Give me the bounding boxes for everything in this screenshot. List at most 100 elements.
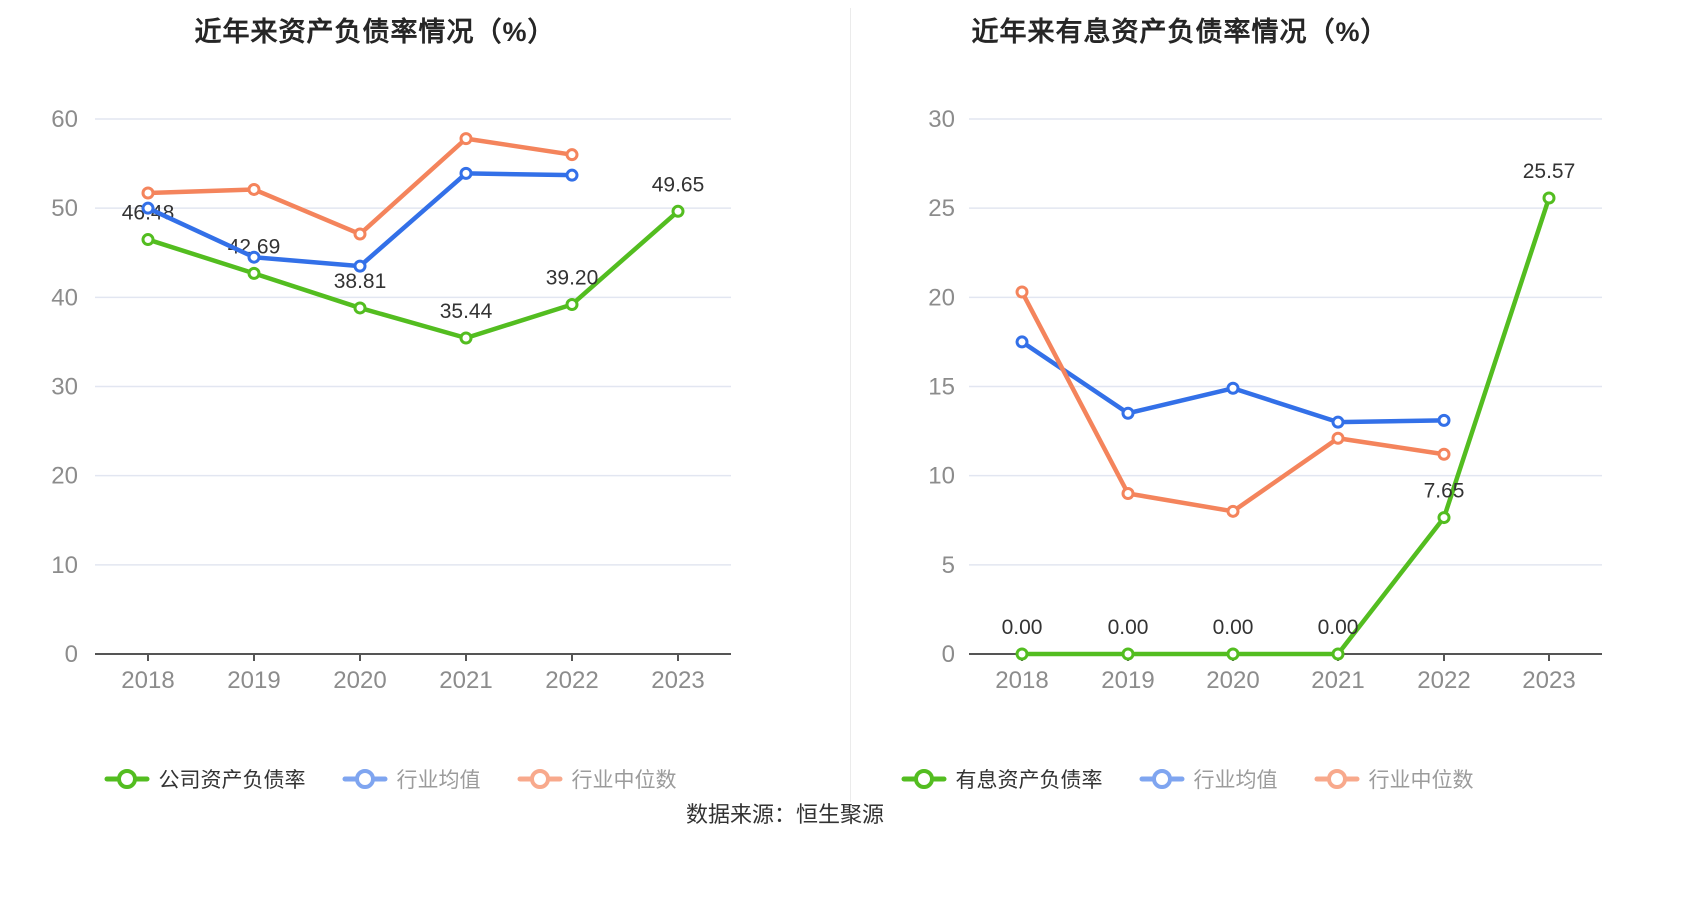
data-label: 49.65 bbox=[652, 173, 705, 196]
data-point-marker bbox=[353, 259, 367, 273]
y-tick-label: 40 bbox=[51, 284, 78, 311]
chart-title: 近年来有息资产负债率情况（%） bbox=[971, 17, 1389, 47]
data-point-marker bbox=[353, 301, 367, 315]
data-point-marker bbox=[671, 204, 685, 218]
series-1 bbox=[1015, 335, 1451, 429]
data-point-marker bbox=[1121, 406, 1135, 420]
grid-lines bbox=[969, 118, 1602, 566]
y-tick-label: 0 bbox=[942, 641, 955, 668]
y-tick-label: 15 bbox=[928, 374, 955, 401]
x-tick-label: 2022 bbox=[545, 667, 598, 694]
legend-item-2[interactable]: 行业中位数 bbox=[1314, 764, 1474, 794]
series-line bbox=[1019, 289, 1447, 514]
y-tick-label: 25 bbox=[928, 195, 955, 222]
y-tick-label: 20 bbox=[928, 284, 955, 311]
data-point-marker bbox=[565, 148, 579, 162]
y-tick-label: 50 bbox=[51, 195, 78, 222]
line-series-legend-icon bbox=[517, 769, 562, 789]
series-data-labels: 0.00 0.00 0.00 0.00 7.65 25.57 bbox=[1002, 160, 1576, 639]
legend-item-label: 有息资产负债率 bbox=[955, 769, 1103, 792]
y-tick-label: 30 bbox=[51, 374, 78, 401]
legend-item-0[interactable]: 公司资产负债率 bbox=[104, 764, 306, 794]
data-point-marker bbox=[1437, 447, 1451, 461]
y-tick-label: 20 bbox=[51, 463, 78, 490]
data-label: 0.00 bbox=[1108, 616, 1149, 639]
series-1 bbox=[141, 166, 579, 273]
data-point-marker bbox=[1331, 431, 1345, 445]
data-point-marker bbox=[247, 250, 261, 264]
chart-panel-right: 近年来有息资产负债率情况（%） 0 5 10 15 20 25 30 2018 2019 2020… bbox=[850, 0, 1700, 830]
y-axis-labels: 0 5 10 15 20 25 30 bbox=[928, 106, 955, 668]
series-line bbox=[145, 209, 681, 341]
data-label: 39.20 bbox=[546, 266, 599, 289]
y-tick-label: 0 bbox=[65, 641, 78, 668]
chart-title: 近年来资产负债率情况（%） bbox=[194, 17, 556, 47]
x-tick-label: 2020 bbox=[333, 667, 386, 694]
panel-divider bbox=[850, 8, 851, 802]
data-point-marker bbox=[459, 132, 473, 146]
y-tick-label: 60 bbox=[51, 106, 78, 133]
x-tick-label: 2019 bbox=[227, 667, 280, 694]
series-2 bbox=[141, 132, 579, 241]
x-tick-label: 2023 bbox=[1522, 667, 1575, 694]
legend-item-label: 行业中位数 bbox=[1368, 769, 1474, 792]
data-point-marker bbox=[459, 166, 473, 180]
chart-legend: 有息资产负债率 行业均值 行业中位数 bbox=[850, 764, 1524, 794]
legend-item-label: 行业均值 bbox=[1193, 769, 1278, 792]
chart-legend: 公司资产负债率 行业均值 行业中位数 bbox=[0, 764, 780, 794]
data-point-marker bbox=[1226, 647, 1240, 661]
data-point-marker bbox=[1015, 647, 1029, 661]
x-axis-labels: 2018 2019 2020 2021 2022 2023 bbox=[121, 654, 705, 694]
x-tick-label: 2020 bbox=[1206, 667, 1259, 694]
data-point-marker bbox=[565, 297, 579, 311]
data-source-caption: 数据来源：恒生聚源 bbox=[685, 802, 884, 827]
legend-item-2[interactable]: 行业中位数 bbox=[517, 764, 677, 794]
data-label: 7.65 bbox=[1424, 480, 1465, 503]
data-point-marker bbox=[247, 182, 261, 196]
y-tick-label: 10 bbox=[51, 552, 78, 579]
legend-item-label: 行业中位数 bbox=[571, 769, 677, 792]
data-point-marker bbox=[565, 168, 579, 182]
y-tick-label: 5 bbox=[942, 552, 955, 579]
series-0: 0.00 0.00 0.00 0.00 7.65 25.57 bbox=[1002, 160, 1576, 661]
line-chart-svg: 0 5 10 15 20 25 30 2018 2019 2020 2021 2022 2023 0.00… bbox=[928, 106, 1602, 694]
y-axis-labels: 0 10 20 30 40 50 60 bbox=[51, 106, 78, 668]
legend-item-1[interactable]: 行业均值 bbox=[342, 764, 481, 794]
data-label: 25.57 bbox=[1523, 160, 1576, 183]
data-point-marker bbox=[1331, 647, 1345, 661]
data-point-marker bbox=[1121, 647, 1135, 661]
x-tick-label: 2021 bbox=[1311, 667, 1364, 694]
x-tick-label: 2023 bbox=[651, 667, 704, 694]
y-tick-label: 30 bbox=[928, 106, 955, 133]
legend-item-label: 行业均值 bbox=[396, 769, 481, 792]
data-point-marker bbox=[1542, 191, 1556, 205]
data-point-marker bbox=[1015, 335, 1029, 349]
data-point-marker bbox=[1226, 381, 1240, 395]
data-point-marker bbox=[1437, 511, 1451, 525]
legend-item-1[interactable]: 行业均值 bbox=[1139, 764, 1278, 794]
data-label: 0.00 bbox=[1318, 616, 1359, 639]
x-tick-label: 2018 bbox=[995, 667, 1048, 694]
grid-lines bbox=[95, 118, 731, 566]
legend-item-0[interactable]: 有息资产负债率 bbox=[901, 764, 1103, 794]
series-line bbox=[145, 136, 575, 237]
x-tick-label: 2019 bbox=[1101, 667, 1154, 694]
data-point-marker bbox=[1121, 487, 1135, 500]
series-2 bbox=[1015, 285, 1451, 518]
data-point-marker bbox=[141, 233, 155, 247]
line-series-legend-icon bbox=[1314, 769, 1359, 789]
y-tick-label: 10 bbox=[928, 463, 955, 490]
data-point-marker bbox=[1331, 415, 1345, 429]
data-point-marker bbox=[353, 227, 367, 241]
data-point-marker bbox=[1226, 504, 1240, 518]
line-series-legend-icon bbox=[1139, 769, 1184, 789]
data-point-marker bbox=[141, 201, 155, 215]
line-chart-svg: 010203040506020182019202020212022202346.… bbox=[51, 106, 731, 694]
chart-panel-left: 近年来资产负债率情况（%） 0 10 20 30 40 50 60 2018 2019 2020 2… bbox=[0, 0, 850, 830]
line-series-legend-icon bbox=[104, 769, 149, 789]
x-tick-label: 2021 bbox=[439, 667, 492, 694]
series-line bbox=[1019, 195, 1552, 657]
data-label: 0.00 bbox=[1002, 616, 1043, 639]
